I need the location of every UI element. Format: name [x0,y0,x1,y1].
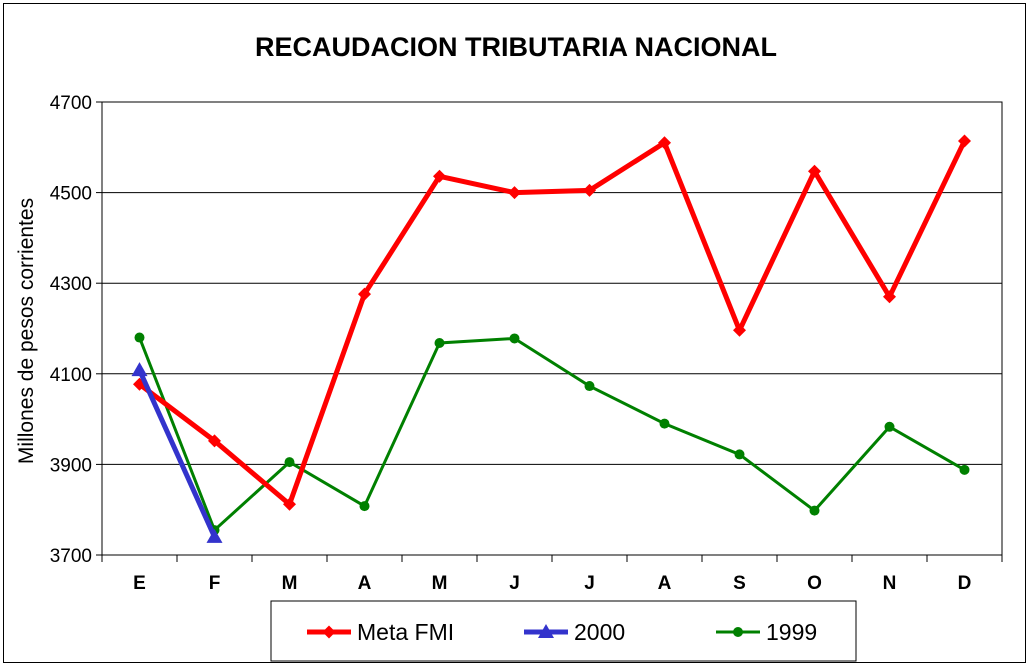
y-tick-label: 4700 [50,93,92,114]
y-tick-label: 4500 [50,184,92,205]
data-point [358,287,371,301]
legend-swatch-marker [733,627,743,637]
y-axis-label: Millones de pesos corrientes [15,198,38,464]
series-1999 [134,332,970,536]
legend-label: 2000 [574,619,625,645]
data-point [809,505,820,516]
x-tick-label: J [509,573,520,594]
data-point [283,497,296,511]
data-point [583,183,596,197]
axes: 3700 3900 4100 4300 4500 4700 E F M A M J J A S O N D [50,93,1003,594]
x-tick-label: A [658,573,672,594]
series-line [138,336,966,533]
data-point [206,528,223,543]
data-point [509,333,520,344]
plot-area-border [101,101,1003,556]
y-tick-label: 4300 [50,274,92,295]
data-point [659,418,670,429]
data-point [584,381,595,392]
data-point [434,337,445,348]
x-tick-label: D [958,573,972,594]
data-point [808,164,821,178]
data-point [959,464,970,475]
data-point [658,136,671,150]
gridlines [102,101,1002,465]
data-point [733,323,746,337]
data-point [208,434,221,448]
data-point [433,169,446,183]
series-layer [131,134,971,543]
x-tick-label: N [883,573,897,594]
data-point [284,457,295,468]
x-tick-label: M [432,573,448,594]
data-point [131,362,148,377]
x-tick-label: O [807,573,822,594]
legend-swatch-marker [538,624,554,638]
x-tick-label: S [733,573,746,594]
series-line [137,139,967,509]
series-line [137,369,217,538]
legend-label: Meta FMI [357,619,454,645]
series-meta-fmi [133,134,971,511]
data-point [359,501,370,512]
legend-swatch-marker [322,625,336,639]
x-tick-label: M [282,573,298,594]
data-point [884,421,895,432]
y-tick-label: 3900 [50,455,92,476]
data-point [508,186,521,200]
x-tick-label: F [209,573,221,594]
chart-title: RECAUDACION TRIBUTARIA NACIONAL [255,32,777,62]
data-point [134,332,145,343]
y-tick-label: 3700 [50,546,92,567]
line-chart: RECAUDACION TRIBUTARIA NACIONAL Millones… [15,32,1003,662]
chart-frame: RECAUDACION TRIBUTARIA NACIONAL Millones… [3,3,1026,663]
x-tick-label: E [133,573,146,594]
y-tick-label: 4100 [50,365,92,386]
series-2000 [131,362,223,543]
legend-label: 1999 [766,619,817,645]
data-point [958,134,971,148]
data-point [883,290,896,304]
x-tick-label: J [584,573,595,594]
legend: Meta FMI 2000 1999 [270,600,857,662]
data-point [734,449,745,460]
x-tick-label: A [358,573,372,594]
